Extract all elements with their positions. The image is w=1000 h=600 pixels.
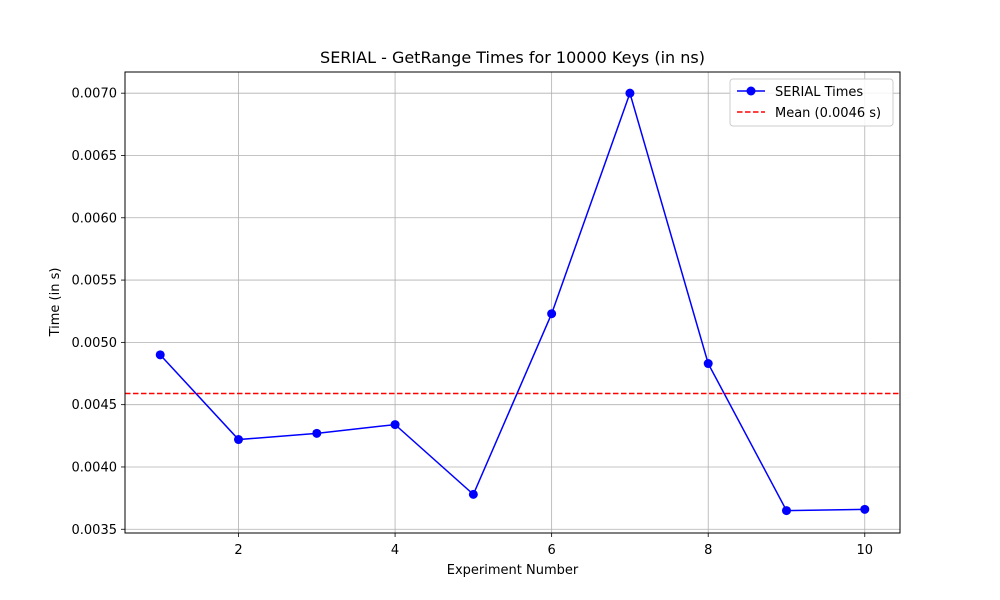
x-tick-label: 2 — [234, 543, 242, 558]
y-tick-label: 0.0065 — [72, 149, 118, 164]
legend-box — [729, 78, 894, 127]
data-point — [390, 420, 400, 430]
y-tick-label: 0.0060 — [72, 211, 118, 226]
y-tick-label: 0.0040 — [72, 460, 118, 475]
y-tick-label: 0.0035 — [72, 523, 118, 538]
y-axis-label: Time (in s) — [48, 268, 63, 338]
data-point — [625, 88, 635, 98]
x-tick-label: 4 — [391, 543, 399, 558]
plot-frame — [124, 71, 901, 534]
legend-series-marker — [746, 86, 756, 96]
series-line — [159, 90, 865, 512]
data-point — [234, 435, 244, 445]
data-point — [781, 506, 791, 516]
grid — [125, 72, 900, 533]
data-point — [312, 428, 322, 438]
data-point — [547, 309, 557, 319]
series-group — [155, 88, 870, 516]
data-point — [703, 359, 713, 369]
x-axis-label: Experiment Number — [447, 563, 579, 578]
x-tick-label: 6 — [548, 543, 556, 558]
x-axis-ticks: 2 4 6 8 10 — [234, 533, 873, 558]
legend-mean-label: Mean (0.0046 s) — [775, 106, 881, 121]
x-tick-label: 8 — [704, 543, 712, 558]
x-tick-label: 10 — [856, 543, 873, 558]
y-tick-label: 0.0055 — [72, 274, 118, 289]
y-tick-label: 0.0050 — [72, 336, 118, 351]
legend: SERIAL Times Mean (0.0046 s) — [729, 78, 894, 127]
legend-series-label: SERIAL Times — [775, 85, 863, 100]
data-point — [468, 489, 478, 499]
data-point — [155, 350, 165, 360]
y-axis-ticks: 0.0035 0.0040 0.0045 0.0050 0.0055 0.0060 0.00… — [72, 87, 125, 538]
chart-title: SERIAL - GetRange Times for 10000 Keys (… — [320, 48, 705, 67]
data-point — [860, 504, 870, 514]
y-tick-label: 0.0070 — [72, 87, 118, 102]
y-tick-label: 0.0045 — [72, 398, 118, 413]
